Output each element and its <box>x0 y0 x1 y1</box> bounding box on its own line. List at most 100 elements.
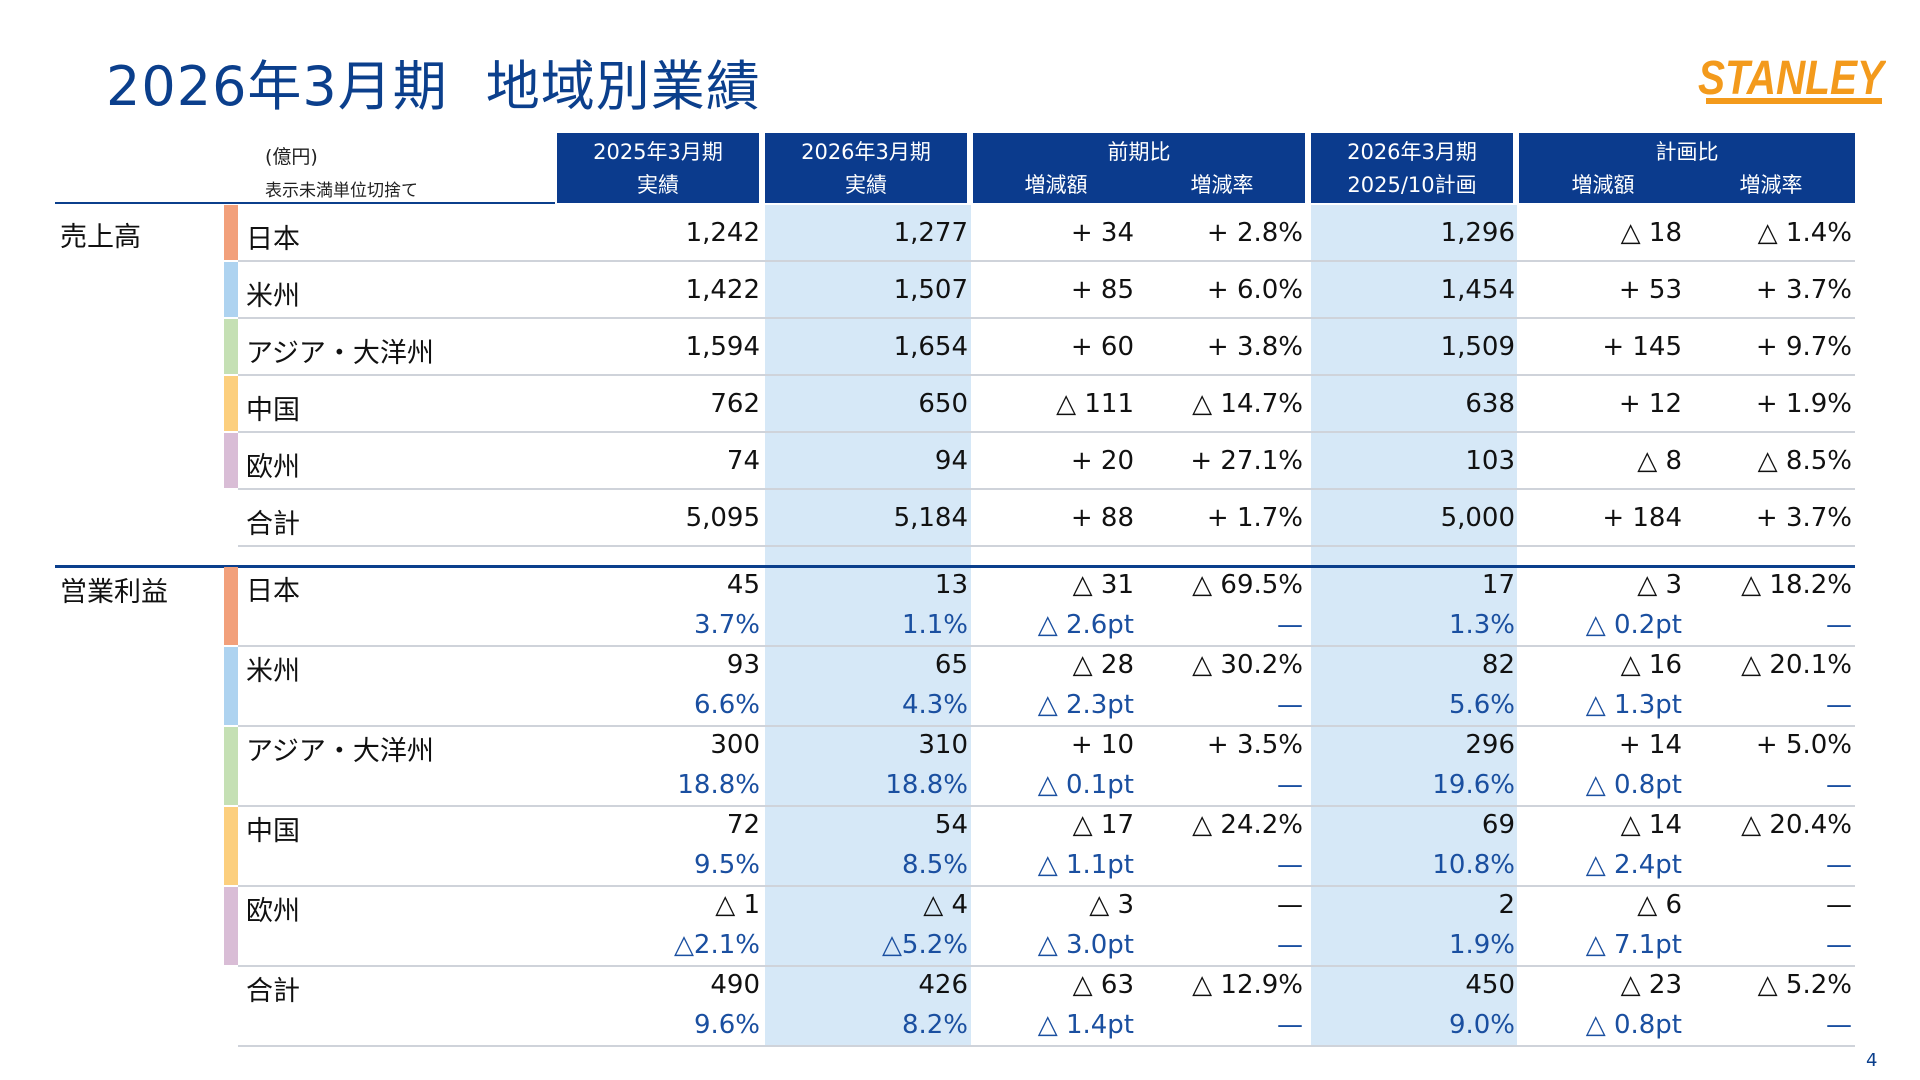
cell-op-asia-oceania-fy2026-actual: 310 <box>918 730 968 760</box>
cell-op-china-fy2026-actual: 54 <box>934 810 968 840</box>
cell-margin-japan-fy2026-actual: 1.1% <box>901 610 968 640</box>
cell-sales-asia-oceania-plan-rate: + 9.7% <box>1755 332 1852 362</box>
cell-sales-americas-yoy-amount: + 85 <box>1070 275 1134 305</box>
cell-margin-americas-plan-amount: △ 1.3pt <box>1585 690 1682 720</box>
cell-op-americas-fy2026-actual: 65 <box>934 650 968 680</box>
row-separator <box>238 374 1855 376</box>
cell-margin-total-plan-amount: △ 0.8pt <box>1585 1010 1682 1040</box>
cell-margin-china-fy2025-actual: 9.5% <box>693 850 760 880</box>
region-op-japan: 日本 <box>246 576 300 607</box>
cell-op-asia-oceania-fy2025-actual: 300 <box>710 730 760 760</box>
row-separator <box>238 431 1855 433</box>
row-separator <box>238 805 1855 807</box>
cell-margin-total-fy2026-plan: 9.0% <box>1448 1010 1515 1040</box>
cell-sales-europe-plan-amount: △ 8 <box>1637 446 1682 476</box>
cell-sales-japan-yoy-amount: + 34 <box>1070 218 1134 248</box>
stanley-logo: STANLEY <box>1698 52 1886 105</box>
cell-sales-japan-fy2026-actual: 1,277 <box>893 218 968 248</box>
cell-margin-japan-plan-amount: △ 0.2pt <box>1585 610 1682 640</box>
cell-margin-americas-plan-rate: — <box>1826 690 1852 720</box>
cell-margin-europe-fy2026-plan: 1.9% <box>1448 930 1515 960</box>
cell-margin-total-yoy-amount: △ 1.4pt <box>1037 1010 1134 1040</box>
cell-sales-asia-oceania-fy2026-actual: 1,654 <box>893 332 968 362</box>
row-separator <box>238 965 1855 967</box>
cell-margin-total-fy2025-actual: 9.6% <box>693 1010 760 1040</box>
row-separator <box>238 725 1855 727</box>
cell-margin-americas-yoy-rate: — <box>1277 690 1303 720</box>
cell-sales-asia-oceania-yoy-amount: + 60 <box>1070 332 1134 362</box>
region-sales-japan: 日本 <box>246 224 300 255</box>
cell-sales-china-yoy-amount: △ 111 <box>1056 389 1134 419</box>
cell-op-americas-yoy-amount: △ 28 <box>1072 650 1134 680</box>
cell-sales-japan-fy2026-plan: 1,296 <box>1440 218 1515 248</box>
region-sales-americas: 米州 <box>246 281 300 312</box>
page-title: 2026年3月期 地域別業績 <box>106 42 761 121</box>
highlight-column-plan <box>1311 205 1517 1047</box>
cell-sales-americas-yoy-rate: + 6.0% <box>1206 275 1303 305</box>
rounding-note: 表示未満単位切捨て <box>265 181 418 201</box>
region-op-china: 中国 <box>246 816 300 847</box>
cell-op-total-fy2026-actual: 426 <box>918 970 968 1000</box>
cell-sales-asia-oceania-fy2025-actual: 1,594 <box>685 332 760 362</box>
region-sales-asia-oceania: アジア・大洋州 <box>246 338 434 369</box>
cell-op-americas-fy2025-actual: 93 <box>726 650 760 680</box>
cell-sales-japan-yoy-rate: + 2.8% <box>1206 218 1303 248</box>
cell-margin-asia-oceania-fy2025-actual: 18.8% <box>677 770 760 800</box>
cell-op-europe-fy2026-actual: △ 4 <box>923 890 968 920</box>
row-separator <box>238 260 1855 262</box>
cell-op-europe-plan-rate: — <box>1826 890 1852 920</box>
cell-margin-americas-fy2025-actual: 6.6% <box>693 690 760 720</box>
cell-sales-asia-oceania-yoy-rate: + 3.8% <box>1206 332 1303 362</box>
cell-sales-japan-plan-rate: △ 1.4% <box>1757 218 1852 248</box>
cell-op-total-plan-rate: △ 5.2% <box>1757 970 1852 1000</box>
cell-op-europe-fy2025-actual: △ 1 <box>715 890 760 920</box>
bar-op-asia-oceania <box>224 727 238 805</box>
section-divider <box>55 565 1855 568</box>
cell-op-japan-yoy-rate: △ 69.5% <box>1192 570 1303 600</box>
header-yoy-rate: 増減率 <box>1190 173 1254 197</box>
header-vs-plan: 計画比 増減額 増減率 <box>1519 133 1855 203</box>
cell-margin-total-plan-rate: — <box>1826 1010 1852 1040</box>
cell-margin-japan-yoy-amount: △ 2.6pt <box>1037 610 1134 640</box>
cell-margin-europe-fy2025-actual: △2.1% <box>673 930 760 960</box>
cell-margin-japan-yoy-rate: — <box>1277 610 1303 640</box>
cell-margin-europe-plan-amount: △ 7.1pt <box>1585 930 1682 960</box>
bar-sales-asia-oceania <box>224 319 238 374</box>
cell-op-asia-oceania-yoy-rate: + 3.5% <box>1206 730 1303 760</box>
cell-margin-china-yoy-rate: — <box>1277 850 1303 880</box>
bar-op-americas <box>224 647 238 725</box>
cell-margin-americas-yoy-amount: △ 2.3pt <box>1037 690 1134 720</box>
cell-margin-japan-plan-rate: — <box>1826 610 1852 640</box>
cell-margin-asia-oceania-plan-amount: △ 0.8pt <box>1585 770 1682 800</box>
title-subject: 地域別業績 <box>485 55 761 118</box>
cell-margin-asia-oceania-plan-rate: — <box>1826 770 1852 800</box>
title-period: 2026年3月期 <box>106 55 448 118</box>
cell-sales-total-yoy-amount: + 88 <box>1070 503 1134 533</box>
cell-margin-china-plan-amount: △ 2.4pt <box>1585 850 1682 880</box>
bar-op-japan <box>224 567 238 645</box>
header-underline <box>55 202 555 204</box>
row-separator <box>238 545 1855 547</box>
cell-sales-europe-yoy-rate: + 27.1% <box>1190 446 1303 476</box>
region-op-europe: 欧州 <box>246 896 300 927</box>
header-fy2025-actual: 2025年3月期 実績 <box>557 133 759 203</box>
cell-op-japan-fy2025-actual: 45 <box>726 570 760 600</box>
section-label-operating-profit: 営業利益 <box>60 577 168 608</box>
cell-sales-total-plan-rate: + 3.7% <box>1755 503 1852 533</box>
cell-margin-total-fy2026-actual: 8.2% <box>901 1010 968 1040</box>
cell-op-china-plan-amount: △ 14 <box>1620 810 1682 840</box>
cell-op-japan-plan-rate: △ 18.2% <box>1741 570 1852 600</box>
section-label-sales: 売上高 <box>60 222 141 253</box>
cell-op-total-fy2026-plan: 450 <box>1465 970 1515 1000</box>
cell-margin-china-fy2026-plan: 10.8% <box>1432 850 1515 880</box>
bar-sales-japan <box>224 205 238 260</box>
bar-sales-europe <box>224 433 238 488</box>
cell-sales-total-fy2026-plan: 5,000 <box>1440 503 1515 533</box>
cell-sales-americas-fy2026-plan: 1,454 <box>1440 275 1515 305</box>
region-sales-total: 合計 <box>246 509 300 540</box>
cell-op-japan-fy2026-plan: 17 <box>1481 570 1515 600</box>
page-number: 4 <box>1866 1050 1878 1071</box>
cell-margin-europe-yoy-rate: — <box>1277 930 1303 960</box>
header-yoy-amount: 増減額 <box>1024 173 1088 197</box>
cell-sales-china-plan-rate: + 1.9% <box>1755 389 1852 419</box>
